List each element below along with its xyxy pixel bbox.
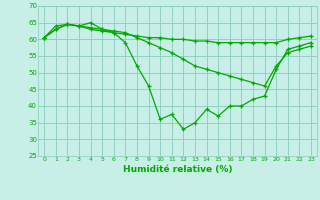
X-axis label: Humidité relative (%): Humidité relative (%)	[123, 165, 232, 174]
